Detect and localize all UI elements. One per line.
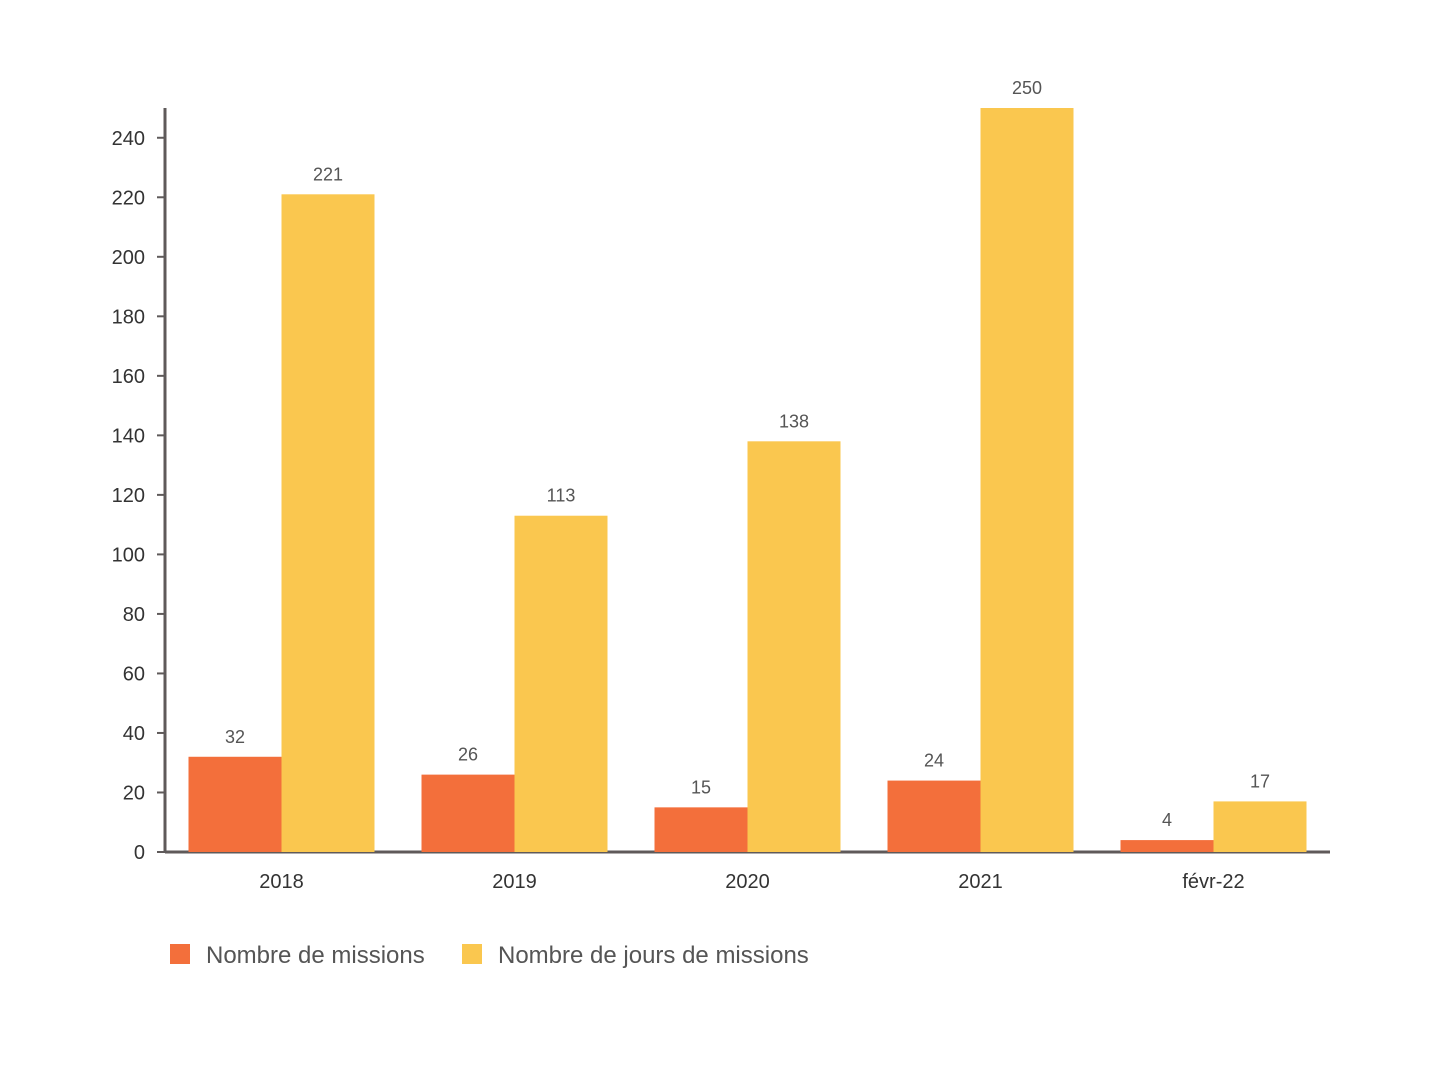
y-tick-label: 120 — [112, 485, 145, 507]
y-tick-label: 40 — [123, 723, 145, 745]
bar-jours-missions — [281, 194, 375, 852]
bar-missions — [188, 756, 282, 852]
bar-missions — [887, 780, 981, 852]
y-tick-label: 100 — [112, 544, 145, 566]
x-tick-label: 2018 — [259, 871, 304, 893]
legend-swatch-jours-missions — [462, 944, 482, 964]
legend-swatch-missions — [170, 944, 190, 964]
y-tick-label: 20 — [123, 782, 145, 804]
y-tick-label: 0 — [134, 842, 145, 864]
y-tick-label: 160 — [112, 366, 145, 388]
data-label: 24 — [924, 751, 944, 771]
bar-missions — [654, 807, 748, 852]
bar-missions — [421, 774, 515, 852]
bar-missions — [1120, 840, 1214, 852]
y-tick-label: 180 — [112, 306, 145, 328]
bar-jours-missions — [747, 441, 841, 852]
y-tick-label: 60 — [123, 663, 145, 685]
bar-jours-missions — [980, 108, 1074, 852]
data-label: 113 — [547, 486, 576, 506]
x-tick-label: 2020 — [725, 871, 770, 893]
data-label: 15 — [691, 777, 711, 797]
data-label: 4 — [1162, 810, 1172, 830]
y-tick-label: 140 — [112, 425, 145, 447]
data-label: 26 — [458, 745, 478, 765]
data-label: 138 — [779, 411, 809, 431]
data-label: 17 — [1250, 771, 1270, 791]
data-label: 32 — [225, 727, 245, 747]
bar-jours-missions — [514, 515, 608, 852]
y-tick-label: 200 — [112, 247, 145, 269]
legend-label: Nombre de missions — [206, 942, 425, 969]
legend-label: Nombre de jours de missions — [498, 942, 809, 969]
x-tick-label: févr-22 — [1182, 871, 1244, 893]
y-tick-label: 80 — [123, 604, 145, 626]
x-tick-label: 2019 — [492, 871, 537, 893]
y-tick-label: 220 — [112, 187, 145, 209]
data-label: 250 — [1012, 78, 1042, 98]
x-tick-label: 2021 — [958, 871, 1003, 893]
data-label: 221 — [313, 164, 343, 184]
y-tick-label: 240 — [112, 128, 145, 150]
bar-jours-missions — [1213, 801, 1307, 852]
